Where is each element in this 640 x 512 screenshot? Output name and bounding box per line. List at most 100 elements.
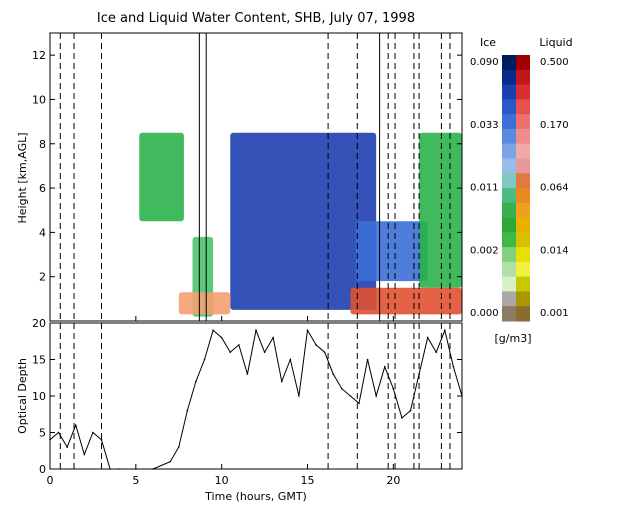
optical-depth-point [280, 380, 283, 383]
x-axis-label: Time (hours, GMT) [204, 490, 307, 503]
colorbar-liquid-cell [516, 247, 530, 263]
heatmap-y-ticks: 2 4 6 8 10 12 [32, 49, 462, 284]
optical-depth-point [435, 351, 438, 354]
colorbar-ticks: 0.090 0.033 0.011 0.002 0.000 0.500 0.170 0.064… [470, 57, 569, 319]
colorbar-ice-tick: 0.000 [470, 308, 499, 319]
colorbar-ice-cell [502, 232, 516, 248]
colorbar-liquid-cell [516, 202, 530, 219]
optical-depth-point [83, 453, 86, 456]
optical-depth-point [349, 395, 352, 397]
x-axis-ticks: 0 5 10 15 20 [47, 316, 400, 487]
colorbar-liquid-cell [516, 276, 530, 292]
optical-depth-point [306, 329, 309, 332]
optical-depth-point [100, 439, 103, 441]
optical-depth-point [195, 380, 197, 383]
y-tick-label: 10 [32, 93, 46, 106]
optical-depth-point [452, 366, 455, 368]
optical-depth-point [169, 460, 171, 463]
colorbar-ice-cell [502, 261, 516, 278]
optical-depth-point [186, 409, 189, 412]
colorbar-liquid-tick: 0.170 [540, 120, 569, 131]
optical-depth-point [401, 417, 403, 419]
optical-depth-point [358, 402, 360, 405]
colorbar-ice-cell [502, 55, 516, 71]
colorbar-ice-cell [502, 291, 516, 307]
colorbar-liquid-tick: 0.500 [540, 57, 569, 68]
optical-depth-point [323, 351, 326, 354]
y-tick-label: 15 [32, 354, 46, 367]
colorbar-liquid [516, 55, 530, 322]
y-tick-label: 4 [39, 226, 46, 239]
colorbar-liquid-cell [516, 69, 530, 86]
optical-depth-point [212, 329, 214, 332]
optical-depth-point [255, 329, 257, 332]
colorbar-ice-cell [502, 188, 516, 204]
y-tick-label: 10 [32, 390, 46, 403]
colorbar-liquid-cell [516, 261, 530, 278]
colorbar-ice-cell [502, 202, 516, 219]
optical-depth-point [315, 344, 317, 346]
x-tick-label: 15 [301, 474, 315, 487]
optical-depth-bg [50, 323, 462, 469]
cloud-region-ice [419, 132, 462, 288]
optical-depth-point [341, 387, 343, 390]
x-tick-label: 5 [132, 474, 139, 487]
optical-depth-point [238, 344, 240, 346]
optical-depth-panel: 0 5 10 15 20 0 5 10 15 20 Optical Depth Time (ho… [16, 316, 463, 503]
heatmap-panel: 2 4 6 8 10 12 Height [km,AGL] [16, 32, 463, 322]
colorbar-ice-label: Ice [480, 36, 496, 49]
optical-depth-y-label: Optical Depth [16, 358, 29, 434]
colorbar-liquid-cell [516, 158, 530, 174]
colorbar-liquid-cell [516, 84, 530, 100]
optical-depth-point [426, 336, 429, 339]
optical-depth-point [263, 351, 266, 354]
colorbar-liquid-cell [516, 55, 530, 71]
cloud-region-ice [355, 221, 428, 282]
top-vertical-lines [59, 33, 451, 321]
colorbar-ice-tick: 0.033 [470, 120, 499, 131]
optical-depth-point [375, 395, 377, 397]
colorbar-ice-cell [502, 276, 516, 292]
colorbar: Ice Liquid 0.090 0.033 0.011 0.002 0.000 0.50… [470, 36, 573, 345]
colorbar-ice [502, 55, 516, 322]
heatmap-frame [49, 32, 463, 322]
optical-depth-point [177, 446, 180, 448]
optical-depth-point [332, 373, 335, 375]
colorbar-liquid-cell [516, 128, 530, 145]
y-tick-label: 12 [32, 49, 46, 62]
colorbar-ice-tick: 0.002 [470, 245, 499, 256]
colorbar-liquid-tick: 0.001 [540, 308, 569, 319]
colorbar-unit: [g/m3] [495, 332, 532, 345]
y-tick-label: 20 [32, 317, 46, 330]
colorbar-ice-cell [502, 217, 516, 233]
optical-depth-point [74, 424, 77, 427]
optical-depth-point [298, 395, 300, 397]
colorbar-ice-cell [502, 69, 516, 86]
colorbar-liquid-cell [516, 306, 530, 322]
optical-depth-y-ticks: 0 5 10 15 20 [32, 317, 462, 476]
cloud-region-ice [230, 132, 377, 310]
chart-title: Ice and Liquid Water Content, SHB, July … [97, 11, 415, 26]
optical-depth-point [289, 358, 292, 361]
colorbar-ice-cell [502, 158, 516, 174]
optical-depth-point [203, 358, 206, 361]
optical-depth-point [272, 336, 274, 339]
cloud-region-liquid [178, 292, 231, 315]
cloud-regions [139, 132, 462, 317]
heatmap-y-label: Height [km,AGL] [16, 132, 29, 223]
cloud-region-ice [139, 132, 184, 222]
colorbar-liquid-tick: 0.014 [540, 245, 569, 256]
y-tick-label: 2 [39, 271, 46, 284]
optical-depth-point [229, 351, 232, 354]
colorbar-ice-cell [502, 99, 516, 115]
optical-depth-point [392, 387, 395, 390]
colorbar-ice-tick: 0.011 [470, 183, 499, 194]
optical-depth-point [366, 358, 369, 361]
colorbar-liquid-cell [516, 291, 530, 307]
optical-depth-point [246, 373, 249, 375]
colorbar-ice-cell [502, 306, 516, 322]
colorbar-ice-cell [502, 173, 516, 189]
x-tick-label: 20 [386, 474, 400, 487]
y-tick-label: 6 [39, 182, 46, 195]
colorbar-liquid-cell [516, 143, 530, 159]
